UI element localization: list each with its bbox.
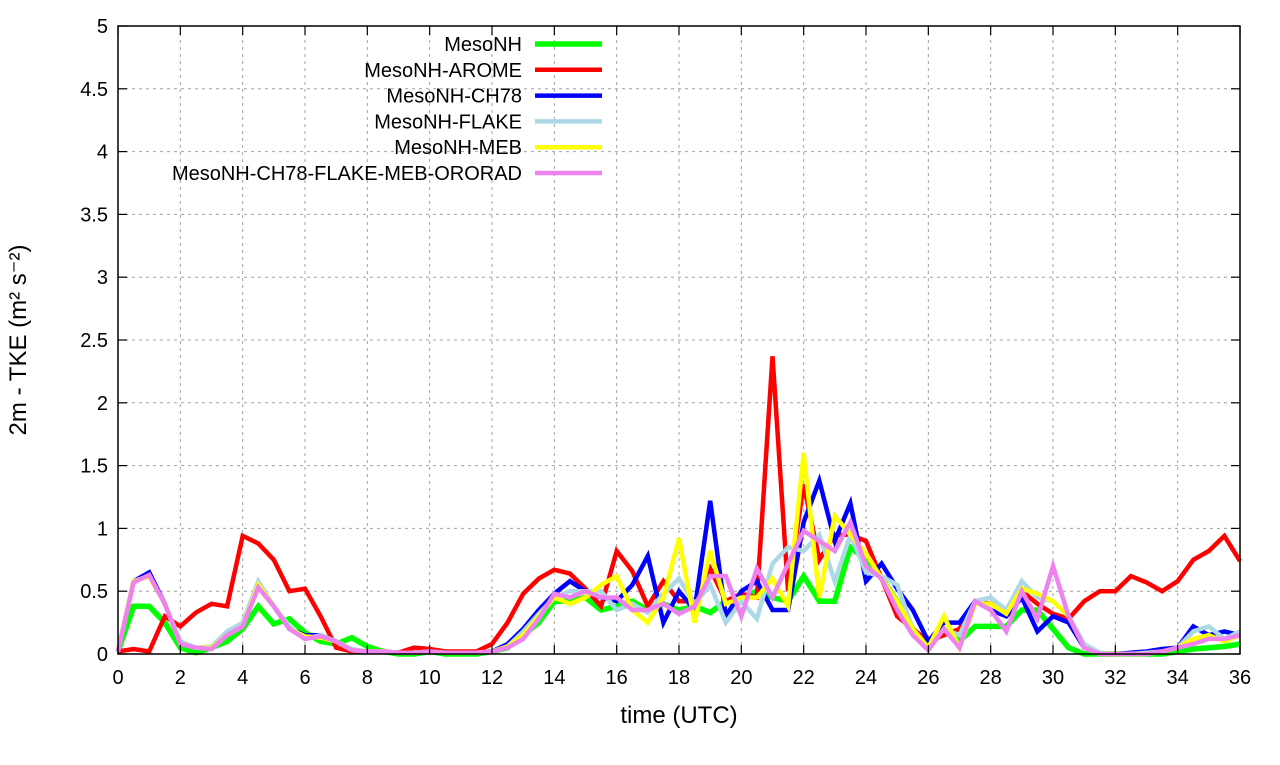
series-line-mesonh	[115, 542, 1241, 657]
y-tick-label: 0	[97, 644, 108, 666]
y-tick-label: 1	[97, 518, 108, 540]
y-tick-label: 3	[97, 267, 108, 289]
x-tick-label: 12	[481, 667, 503, 689]
axis-ticks: 0 2 4 6 8 10 12 14 16 18 20 22 24 26 28 30 32 34 3600.511.…	[80, 16, 1251, 689]
x-tick-label: 30	[1042, 667, 1064, 689]
x-axis-label: time (UTC)	[620, 702, 737, 729]
x-tick-label: 24	[855, 667, 877, 689]
x-tick-label: 32	[1104, 667, 1126, 689]
y-tick-label: 3.5	[80, 204, 108, 226]
x-tick-label: 10	[419, 667, 441, 689]
y-tick-label: 2	[97, 393, 108, 415]
y-tick-label: 4.5	[80, 79, 108, 101]
legend-label: MesoNH-CH78-FLAKE-MEB-ORORAD	[172, 163, 522, 185]
y-tick-label: 5	[97, 16, 108, 38]
legend-label: MesoNH-MEB	[394, 137, 522, 159]
x-tick-label: 20	[730, 667, 752, 689]
x-tick-label: 26	[917, 667, 939, 689]
x-tick-label: 6	[299, 667, 310, 689]
x-tick-label: 14	[543, 667, 565, 689]
legend-label: MesoNH-CH78	[386, 86, 522, 108]
legend: MesoNH MesoNH-AROME MesoNH-CH78 MesoNH-FLAK…	[172, 34, 602, 185]
x-tick-label: 22	[793, 667, 815, 689]
y-tick-label: 1.5	[80, 456, 108, 478]
x-tick-label: 2	[175, 667, 186, 689]
x-tick-label: 36	[1229, 667, 1251, 689]
series-lines	[115, 356, 1242, 657]
x-tick-label: 34	[1167, 667, 1189, 689]
legend-label: MesoNH-AROME	[364, 60, 522, 82]
x-tick-label: 8	[362, 667, 373, 689]
y-tick-label: 4	[97, 142, 108, 164]
legend-label: MesoNH	[444, 34, 522, 56]
y-tick-label: 2.5	[80, 330, 108, 352]
x-tick-label: 4	[237, 667, 248, 689]
y-tick-label: 0.5	[80, 581, 108, 603]
legend-label: MesoNH-FLAKE	[374, 111, 522, 133]
x-tick-label: 16	[606, 667, 628, 689]
series-line-mesonh-ch78-flake-meb-ororad	[115, 516, 1241, 657]
y-axis-label: 2m - TKE (m² s⁻²)	[5, 245, 32, 436]
x-tick-label: 0	[112, 667, 123, 689]
series-line-mesonh-arome	[117, 356, 1242, 655]
x-tick-label: 18	[668, 667, 690, 689]
x-tick-label: 28	[980, 667, 1002, 689]
grid	[118, 26, 1240, 654]
